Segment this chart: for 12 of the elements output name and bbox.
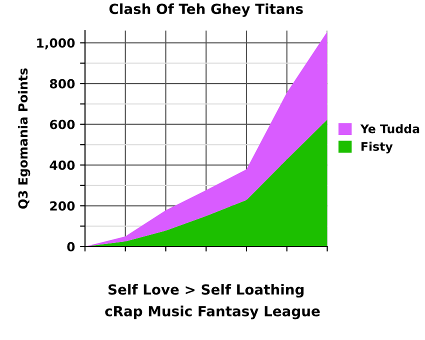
y-tick-label: 400 [50, 160, 75, 170]
chart-title: Clash Of Teh Ghey Titans [109, 3, 303, 17]
y-tick-label: 600 [50, 120, 75, 130]
legend-label: Fisty [362, 142, 393, 154]
y-axis-title: Q3 Egomania Points [18, 68, 30, 209]
y-tick-label: 1,000 [37, 38, 75, 50]
x-axis-title: Self Love > Self Loathing [108, 284, 304, 298]
legend-label: Ye Tudda [360, 124, 420, 134]
y-tick-label: 200 [50, 201, 75, 211]
text: cRap Music Fantasy League [105, 306, 320, 320]
y-tick-label: 800 [50, 79, 75, 88]
y-tick-label: 0 [67, 242, 75, 252]
